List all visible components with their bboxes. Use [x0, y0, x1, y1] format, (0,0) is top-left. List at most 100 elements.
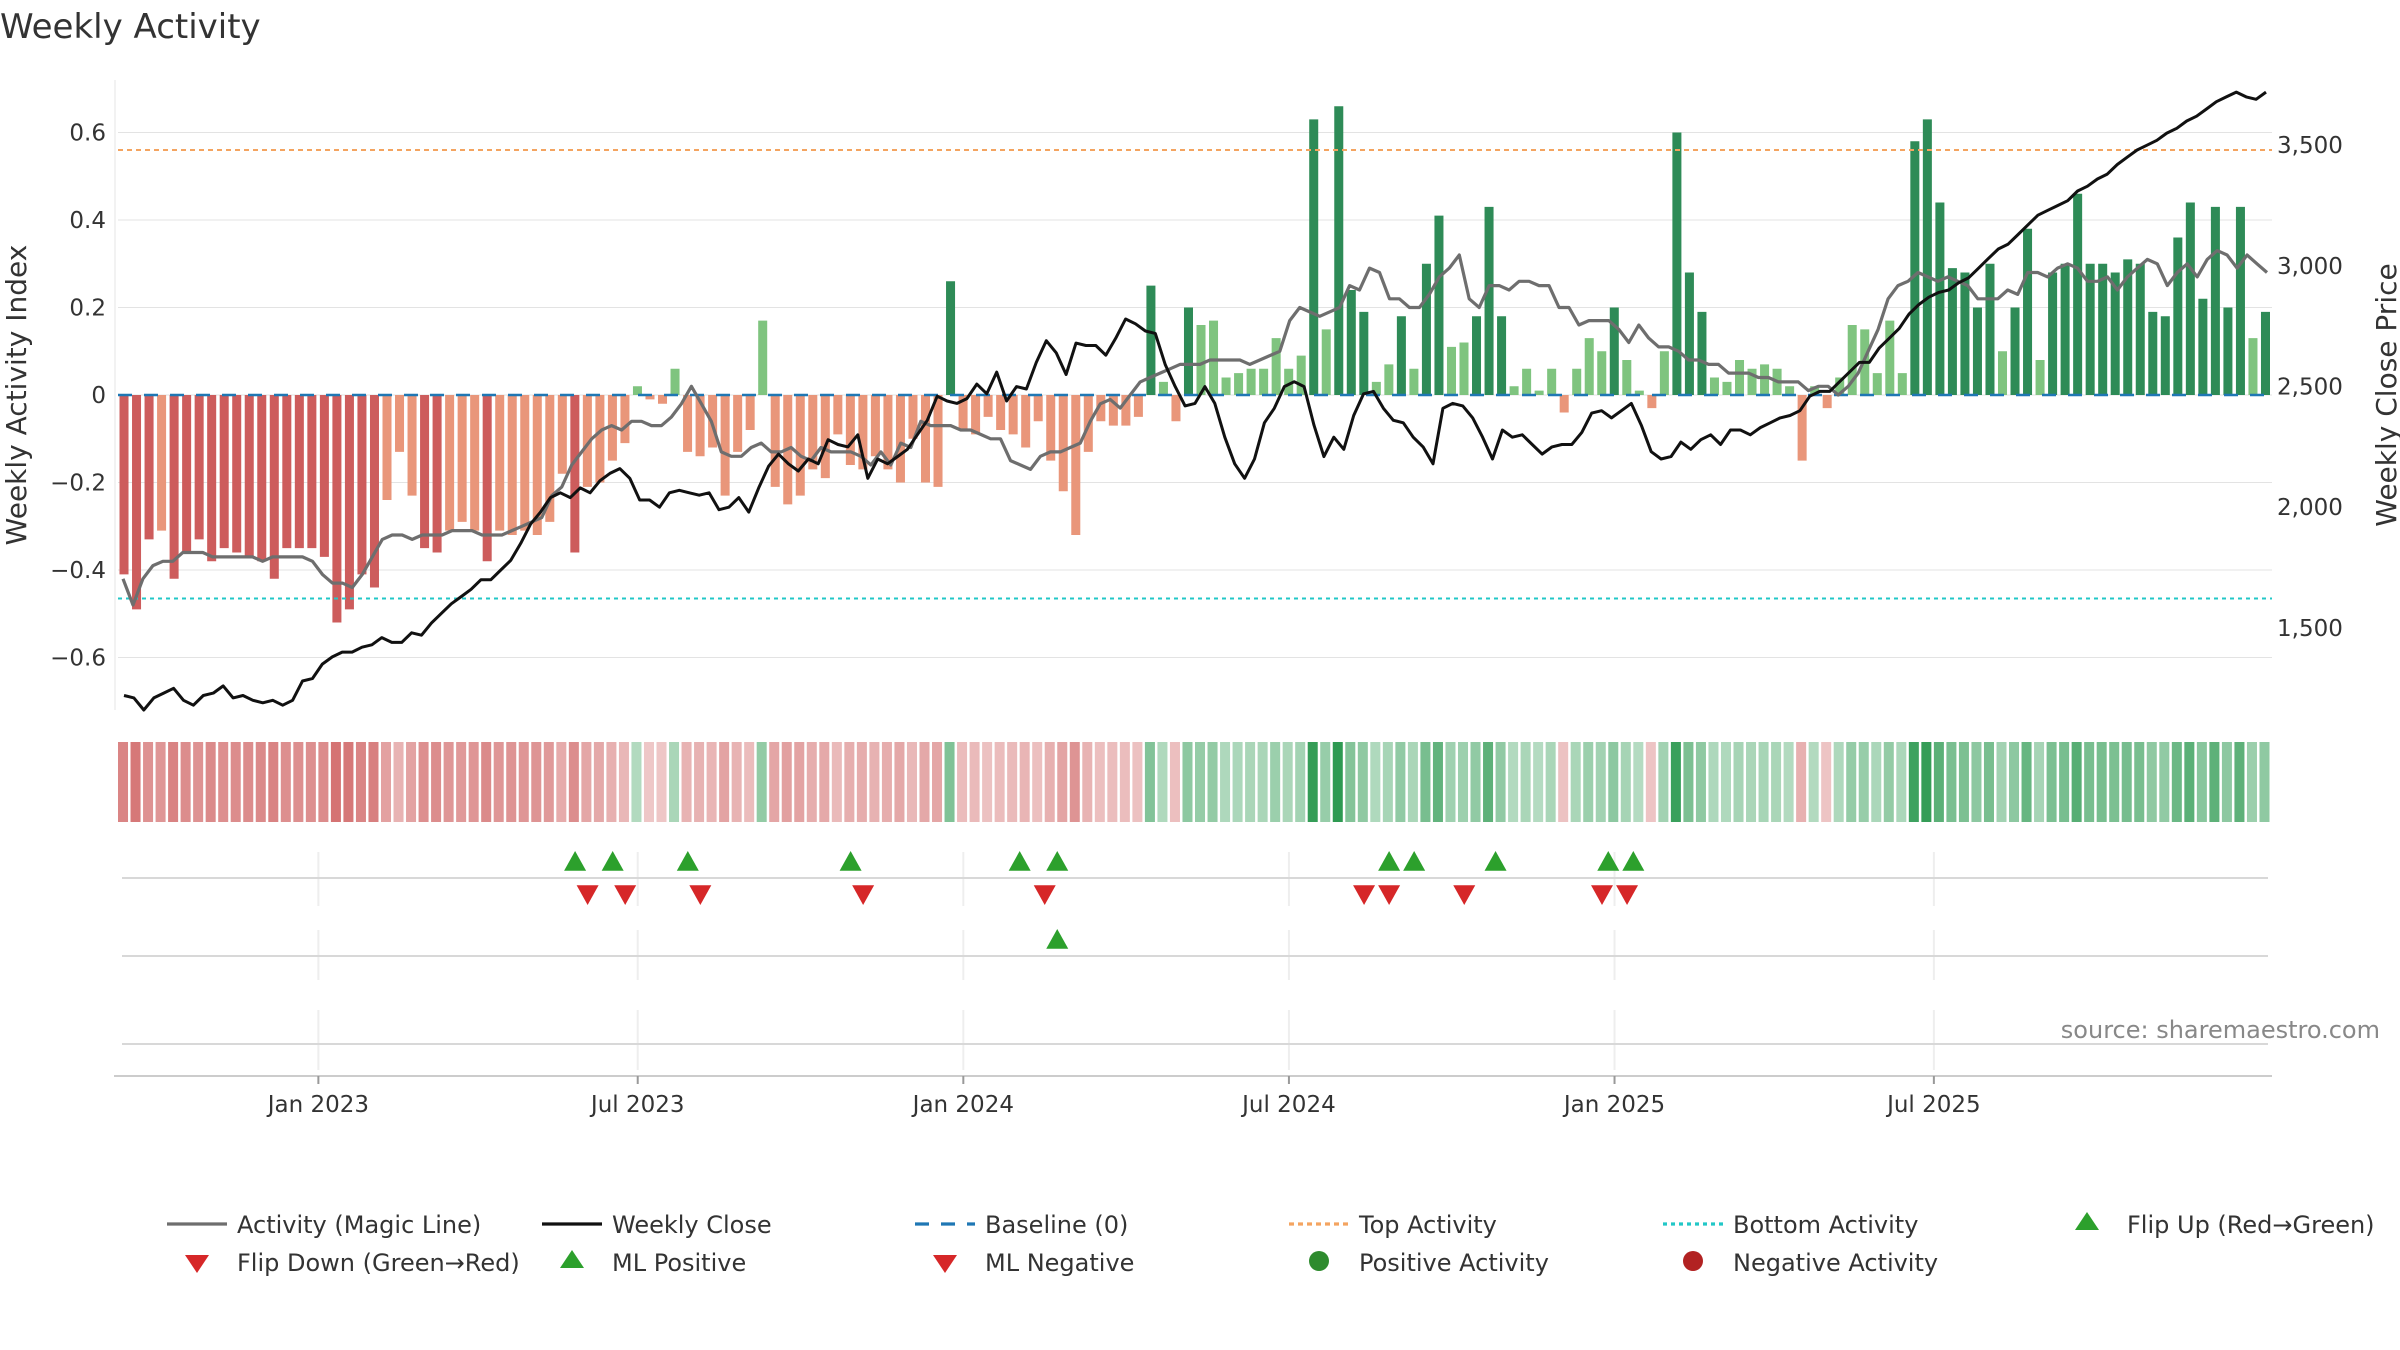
activity-bar — [820, 395, 830, 479]
strip-cell — [919, 742, 930, 822]
activity-bar — [532, 395, 542, 535]
flip-down-marker — [1353, 885, 1376, 905]
activity-bar — [1246, 368, 1256, 395]
strip-cell — [1583, 742, 1594, 822]
activity-bar — [858, 395, 868, 470]
strip-cell — [406, 742, 417, 822]
strip-cell — [744, 742, 755, 822]
activity-bar — [1659, 351, 1669, 395]
legend-label: Top Activity — [1358, 1211, 1497, 1239]
activity-bar — [670, 368, 680, 395]
activity-bar — [132, 395, 142, 610]
strip-cell — [719, 742, 730, 822]
strip-cell — [1445, 742, 1456, 822]
legend-label: Weekly Close — [612, 1211, 772, 1239]
strip-cell — [1457, 742, 1469, 822]
activity-bar — [2135, 263, 2145, 395]
activity-bar — [983, 395, 993, 417]
strip-cell — [1420, 742, 1431, 822]
legend-item: ML Negative — [933, 1249, 1134, 1277]
activity-bar — [1296, 355, 1306, 395]
legend-label: Baseline (0) — [985, 1211, 1128, 1239]
strip-cell — [218, 742, 229, 822]
activity-bar — [332, 395, 342, 623]
strip-cell — [1182, 742, 1193, 822]
strip-cell — [769, 742, 780, 822]
activity-bar — [695, 395, 705, 457]
legend-swatch — [1683, 1251, 1703, 1271]
strip-cell — [1144, 742, 1155, 822]
chart-title: Weekly Activity — [0, 7, 261, 47]
strip-cell — [568, 742, 579, 822]
activity-bar — [445, 395, 455, 531]
activity-bar — [1559, 395, 1569, 413]
flip-up-marker — [564, 851, 587, 871]
activity-bar — [344, 395, 354, 610]
activity-bar — [1384, 364, 1394, 395]
strip-cell — [1558, 742, 1569, 822]
strip-cell — [819, 742, 830, 822]
activity-bar — [920, 395, 931, 483]
activity-bar — [1033, 395, 1043, 422]
activity-bar — [482, 395, 492, 562]
activity-bar — [720, 395, 730, 496]
strip-cell — [518, 742, 529, 822]
strip-cell — [443, 742, 454, 822]
strip-cell — [1908, 742, 1919, 822]
strip-cell — [2146, 742, 2157, 822]
activity-bar — [1584, 338, 1594, 395]
strip-cell — [230, 742, 241, 822]
activity-bar — [2023, 228, 2033, 395]
strip-cell — [543, 742, 554, 822]
axis-ticks: −0.6 −0.4 −0.2 0 0.2 0.4 0.6 1,500 2,000 2,500 3,0… — [50, 121, 2343, 672]
strip-cell — [1245, 742, 1256, 822]
strip-cell — [2121, 742, 2132, 822]
strip-cell — [1983, 742, 1994, 822]
flip-down-marker — [1033, 885, 1056, 905]
legend-item: Flip Down (Green→Red) — [185, 1249, 520, 1277]
flip-down-marker — [852, 885, 875, 905]
activity-bar — [683, 395, 693, 452]
activity-bar — [1735, 360, 1745, 395]
flip-markers — [122, 851, 2268, 1045]
strip-cell — [1257, 742, 1268, 822]
activity-bar — [1234, 373, 1244, 395]
activity-bar — [996, 395, 1006, 430]
activity-bar — [1409, 368, 1419, 395]
y2-tick-label: 2,500 — [2277, 375, 2343, 401]
legend: Activity (Magic Line) Weekly Close Baselin… — [167, 1211, 2375, 1277]
strip-cell — [1495, 742, 1506, 822]
activity-bar — [570, 395, 580, 553]
strip-cell — [706, 742, 717, 822]
activity-bar — [2173, 237, 2183, 395]
activity-bar — [1396, 316, 1406, 395]
strip-cell — [1746, 742, 1757, 822]
x-tick-label: Jan 2023 — [266, 1092, 369, 1118]
strip-cell — [2159, 742, 2170, 822]
activity-bar — [1096, 395, 1106, 422]
activity-bar — [933, 395, 943, 487]
activity-bar — [1972, 307, 1982, 395]
strip-cell — [1595, 742, 1606, 822]
activity-bar — [908, 395, 918, 439]
strip-cell — [1933, 742, 1944, 822]
activity-bar — [1146, 285, 1156, 395]
strip-cell — [1032, 742, 1043, 822]
activity-bar — [1472, 316, 1482, 395]
strip-cell — [1658, 742, 1669, 822]
legend-swatch — [2075, 1212, 2099, 1230]
strip-cell — [255, 742, 266, 822]
strip-cell — [1946, 742, 1957, 822]
strip-cell — [856, 742, 867, 822]
activity-bar — [645, 395, 655, 400]
activity-bar — [2073, 193, 2083, 395]
strip-cell — [318, 742, 329, 822]
strip-cell — [118, 742, 129, 822]
strip-cell — [2021, 742, 2032, 822]
gridlines — [114, 80, 2272, 1070]
strip-cell — [1858, 742, 1869, 822]
activity-bar — [1885, 320, 1895, 395]
activity-bar — [1872, 373, 1882, 395]
strip-cell — [456, 742, 467, 822]
strip-cell — [1771, 742, 1782, 822]
